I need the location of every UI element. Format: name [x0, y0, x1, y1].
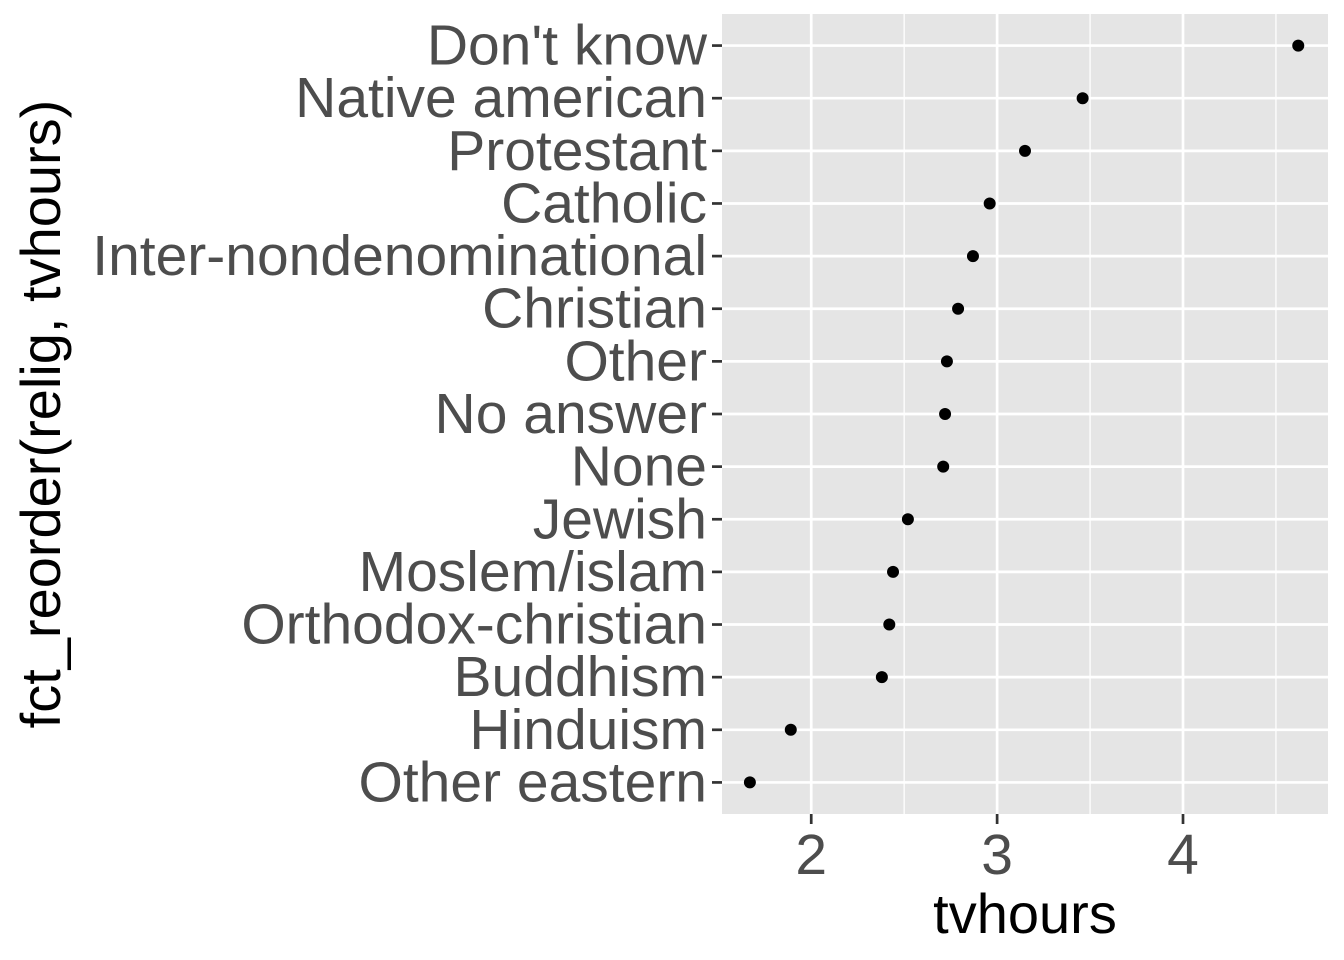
data-point	[743, 776, 756, 789]
x-tick-label: 2	[795, 823, 827, 887]
data-point	[940, 355, 953, 368]
data-point	[937, 460, 950, 473]
x-tick-label: 4	[1167, 823, 1199, 887]
y-tick-label: Orthodox-christian	[241, 593, 707, 657]
y-axis-title: fct_reorder(relig, tvhours)	[9, 100, 72, 729]
y-tick-label: Inter-nondenominational	[92, 224, 707, 288]
data-point	[939, 408, 952, 420]
data-point	[952, 302, 965, 315]
y-tick-label: Jewish	[533, 487, 707, 551]
data-point	[1292, 39, 1305, 52]
y-tick-label: Buddhism	[454, 645, 707, 709]
x-axis-title: tvhours	[933, 882, 1117, 945]
y-tick-label: Other	[564, 329, 707, 393]
x-tick-label: 3	[981, 823, 1013, 887]
data-point	[1019, 144, 1031, 157]
y-tick-label: Native american	[295, 66, 707, 130]
data-point	[1076, 92, 1089, 105]
y-tick-label: Other eastern	[358, 750, 707, 814]
data-point	[875, 671, 888, 684]
y-tick-label: None	[571, 435, 707, 499]
data-point	[883, 618, 896, 631]
y-tick-label: Christian	[482, 277, 707, 341]
y-axis: Other easternHinduismBuddhismOrthodox-ch…	[92, 14, 722, 814]
data-point	[887, 565, 900, 578]
data-point	[966, 250, 979, 263]
data-point	[784, 723, 797, 736]
y-tick-label: No answer	[435, 382, 707, 446]
y-tick-label: Don't know	[427, 14, 708, 78]
y-tick-label: Hinduism	[469, 698, 707, 762]
y-tick-label: Moslem/islam	[359, 540, 707, 604]
y-tick-label: Catholic	[501, 171, 707, 235]
x-axis: 2 3 4	[795, 814, 1199, 887]
y-tick-label: Protestant	[447, 119, 707, 183]
data-point	[983, 197, 996, 210]
major-gridlines	[722, 14, 1328, 814]
data-point	[901, 513, 914, 526]
data-points	[743, 39, 1305, 789]
